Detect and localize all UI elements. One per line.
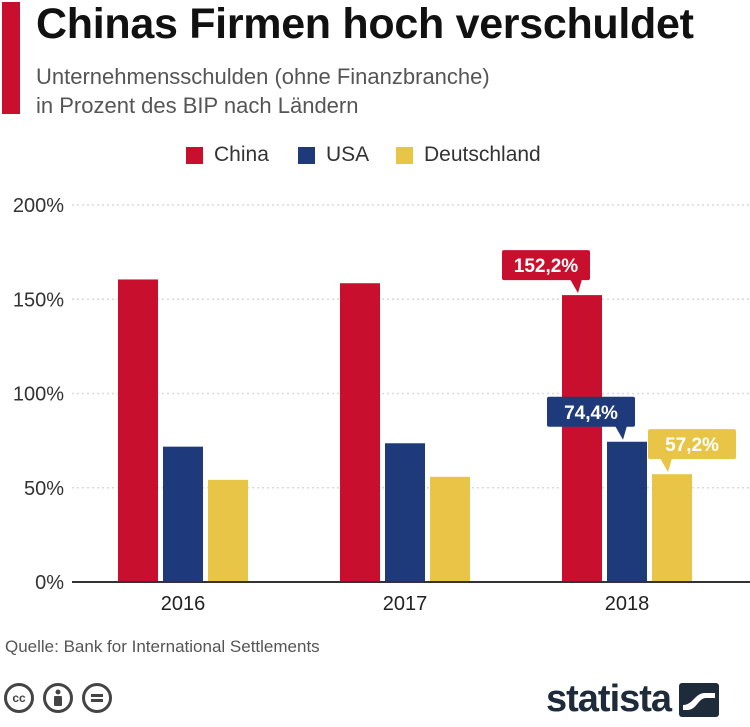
y-tick-label: 50% [24,478,64,500]
bar-deutschland-2017 [430,476,470,582]
bar-chart: 0% 50% 100% 150% 200% 2016 2017 2018 152,2% 74,4%… [13,195,750,615]
data-label-pointer [660,458,672,473]
statista-logo-icon [679,682,720,717]
source-note: Quelle: Bank for International Settlemen… [5,637,320,656]
y-tick-label: 0% [35,572,64,594]
x-tick-label: 2017 [383,593,428,615]
bar-usa-2017 [385,443,425,582]
subtitle-line-2: in Prozent des BIP nach Ländern [36,93,359,118]
legend-swatch-deutschland [396,146,413,164]
brand: statista [546,678,720,721]
accent-bar [2,2,20,114]
data-label-pointer [615,425,627,440]
data-label-box [648,429,736,460]
x-tick-label: 2016 [161,593,206,615]
data-label: 152,2% [514,256,579,277]
y-tick-label: 150% [13,289,64,311]
bar-usa-2018 [607,441,647,582]
data-label-pointer [570,279,582,294]
bar-deutschland-2018 [652,474,692,582]
bar-china-2016 [118,279,158,582]
legend-label-usa: USA [326,143,370,166]
brand-wordmark: statista [546,678,672,720]
legend-label-china: China [214,143,269,166]
legend-label-deutschland: Deutschland [424,143,541,166]
attribution-icon [43,683,73,713]
legend-item-china: China [186,140,269,170]
data-label-box [502,250,590,281]
data-label: 74,4% [564,403,618,424]
bar-usa-2016 [163,446,203,582]
subtitle-line-1: Unternehmensschulden (ohne Finanzbranche… [36,64,490,89]
chart-subtitle: Unternehmensschulden (ohne Finanzbranche… [36,62,490,120]
legend-item-deutschland: Deutschland [396,140,541,170]
license-icons: cc [4,683,121,713]
x-tick-label: 2018 [605,593,650,615]
data-label-box [547,396,635,427]
no-derivatives-icon [82,683,112,713]
chart-legend: China USA Deutschland [0,140,750,170]
legend-item-usa: USA [298,140,369,170]
bar-china-2017 [340,283,380,582]
data-label: 57,2% [665,435,719,456]
y-tick-label: 200% [13,195,64,217]
y-tick-label: 100% [13,384,64,406]
legend-swatch-usa [298,146,315,164]
bar-deutschland-2016 [208,479,248,582]
chart-title: Chinas Firmen hoch verschuldet [36,0,694,48]
bar-china-2018 [562,295,602,582]
cc-icon: cc [4,683,34,713]
legend-swatch-china [186,146,203,164]
